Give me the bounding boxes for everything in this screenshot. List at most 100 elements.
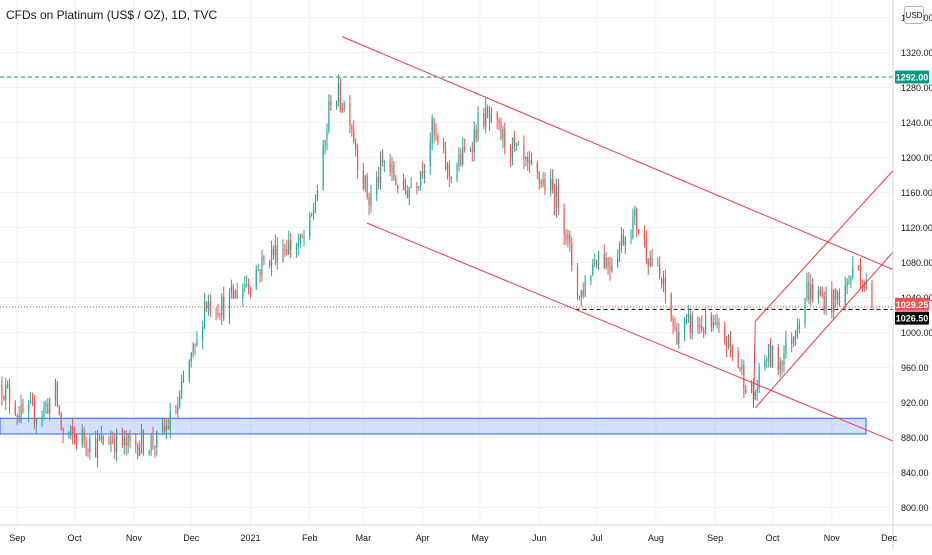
candle-body xyxy=(255,270,257,289)
candle-body xyxy=(110,438,112,445)
candle-body xyxy=(7,384,9,387)
candle-body xyxy=(741,365,743,370)
candle-body xyxy=(276,244,278,263)
x-tick-label: Feb xyxy=(302,533,318,543)
candle-body xyxy=(697,316,699,328)
candle-body xyxy=(622,234,624,246)
y-tick-label: 1160.00 xyxy=(901,188,932,198)
candle-body xyxy=(45,403,47,407)
candle-body xyxy=(835,289,837,300)
candle-body xyxy=(242,287,244,299)
candle-body xyxy=(517,144,519,146)
candle-body xyxy=(552,179,554,190)
candle-body xyxy=(108,444,110,446)
candle-body xyxy=(341,108,343,110)
candle-body xyxy=(555,184,558,208)
candle-body xyxy=(397,184,399,190)
candle-body xyxy=(699,325,701,328)
candle-body xyxy=(127,435,129,446)
candle-body xyxy=(121,430,123,445)
candle-body xyxy=(611,266,613,271)
candle-body xyxy=(592,263,594,276)
candle-body xyxy=(416,185,418,188)
candle-body xyxy=(691,316,693,333)
candle-body xyxy=(437,135,439,142)
candle-body xyxy=(661,277,663,284)
candle-body xyxy=(221,296,223,317)
candle-body xyxy=(530,160,533,164)
candle-body xyxy=(370,194,372,205)
candle-body xyxy=(288,240,290,255)
candle-body xyxy=(112,438,114,443)
candle-body xyxy=(714,322,716,326)
candle-body xyxy=(471,149,473,152)
candle-body xyxy=(527,157,529,164)
candle-body xyxy=(62,428,64,436)
candle-body xyxy=(796,328,798,337)
candle-body xyxy=(263,257,265,261)
candle-body xyxy=(603,254,605,268)
candle-body xyxy=(35,419,37,424)
candle-body xyxy=(664,277,667,294)
candle-body xyxy=(284,248,286,250)
candle-body xyxy=(609,265,611,271)
candle-body xyxy=(355,141,357,150)
candle-body xyxy=(297,243,299,248)
candle-body xyxy=(282,248,284,263)
candle-body xyxy=(563,208,565,235)
candle-body xyxy=(617,257,619,267)
candle-body xyxy=(5,384,7,401)
x-tick-label: Nov xyxy=(126,533,143,543)
candle-body xyxy=(181,381,183,394)
candle-body xyxy=(450,176,452,181)
candle-body xyxy=(196,339,198,345)
candle-body xyxy=(859,268,862,285)
x-tick-label: Nov xyxy=(824,533,841,543)
candle-body xyxy=(475,129,477,140)
candle-body xyxy=(14,403,16,416)
trend-lines[interactable] xyxy=(342,36,894,442)
last-price-tag: 1029.25 xyxy=(895,297,929,311)
candle-body xyxy=(766,359,768,361)
candle-body xyxy=(246,283,248,285)
ascending-channel-lower-line xyxy=(754,251,894,409)
candle-body xyxy=(435,133,437,136)
y-tick-label: 960.00 xyxy=(901,363,929,373)
grid xyxy=(0,0,893,525)
y-tick-label: 1200.00 xyxy=(901,153,932,163)
candle-body xyxy=(150,435,152,451)
candle-body xyxy=(161,425,164,431)
resistance-price-tag-bg xyxy=(895,70,929,84)
candle-body xyxy=(83,429,85,442)
candle-body xyxy=(395,178,397,185)
candle-body xyxy=(594,261,596,264)
candle-body xyxy=(402,180,405,190)
candle-body xyxy=(368,197,370,205)
candle-body xyxy=(249,286,252,289)
candle-body xyxy=(817,290,820,300)
candle-body xyxy=(303,236,305,238)
candle-body xyxy=(620,234,623,245)
candle-body xyxy=(848,281,850,283)
candle-body xyxy=(207,301,210,309)
candle-body xyxy=(70,427,72,436)
chart-title: CFDs on Platinum (US$ / OZ), 1D, TVC xyxy=(6,8,218,22)
candle-body xyxy=(177,406,179,413)
y-tick-label: 1080.00 xyxy=(901,258,932,268)
candle-body xyxy=(290,240,292,250)
candle-body xyxy=(421,171,424,174)
candle-body xyxy=(194,344,196,346)
candle-body xyxy=(825,291,827,311)
last-price-tag-bg xyxy=(895,297,929,311)
candle-body xyxy=(798,324,800,329)
candle-body xyxy=(771,346,774,366)
candle-body xyxy=(607,258,609,266)
candle-body xyxy=(1,385,3,396)
currency-button[interactable]: USD xyxy=(904,6,924,24)
candle-body xyxy=(496,112,498,121)
y-tick-label: 1120.00 xyxy=(901,223,932,233)
candle-body xyxy=(578,296,580,298)
